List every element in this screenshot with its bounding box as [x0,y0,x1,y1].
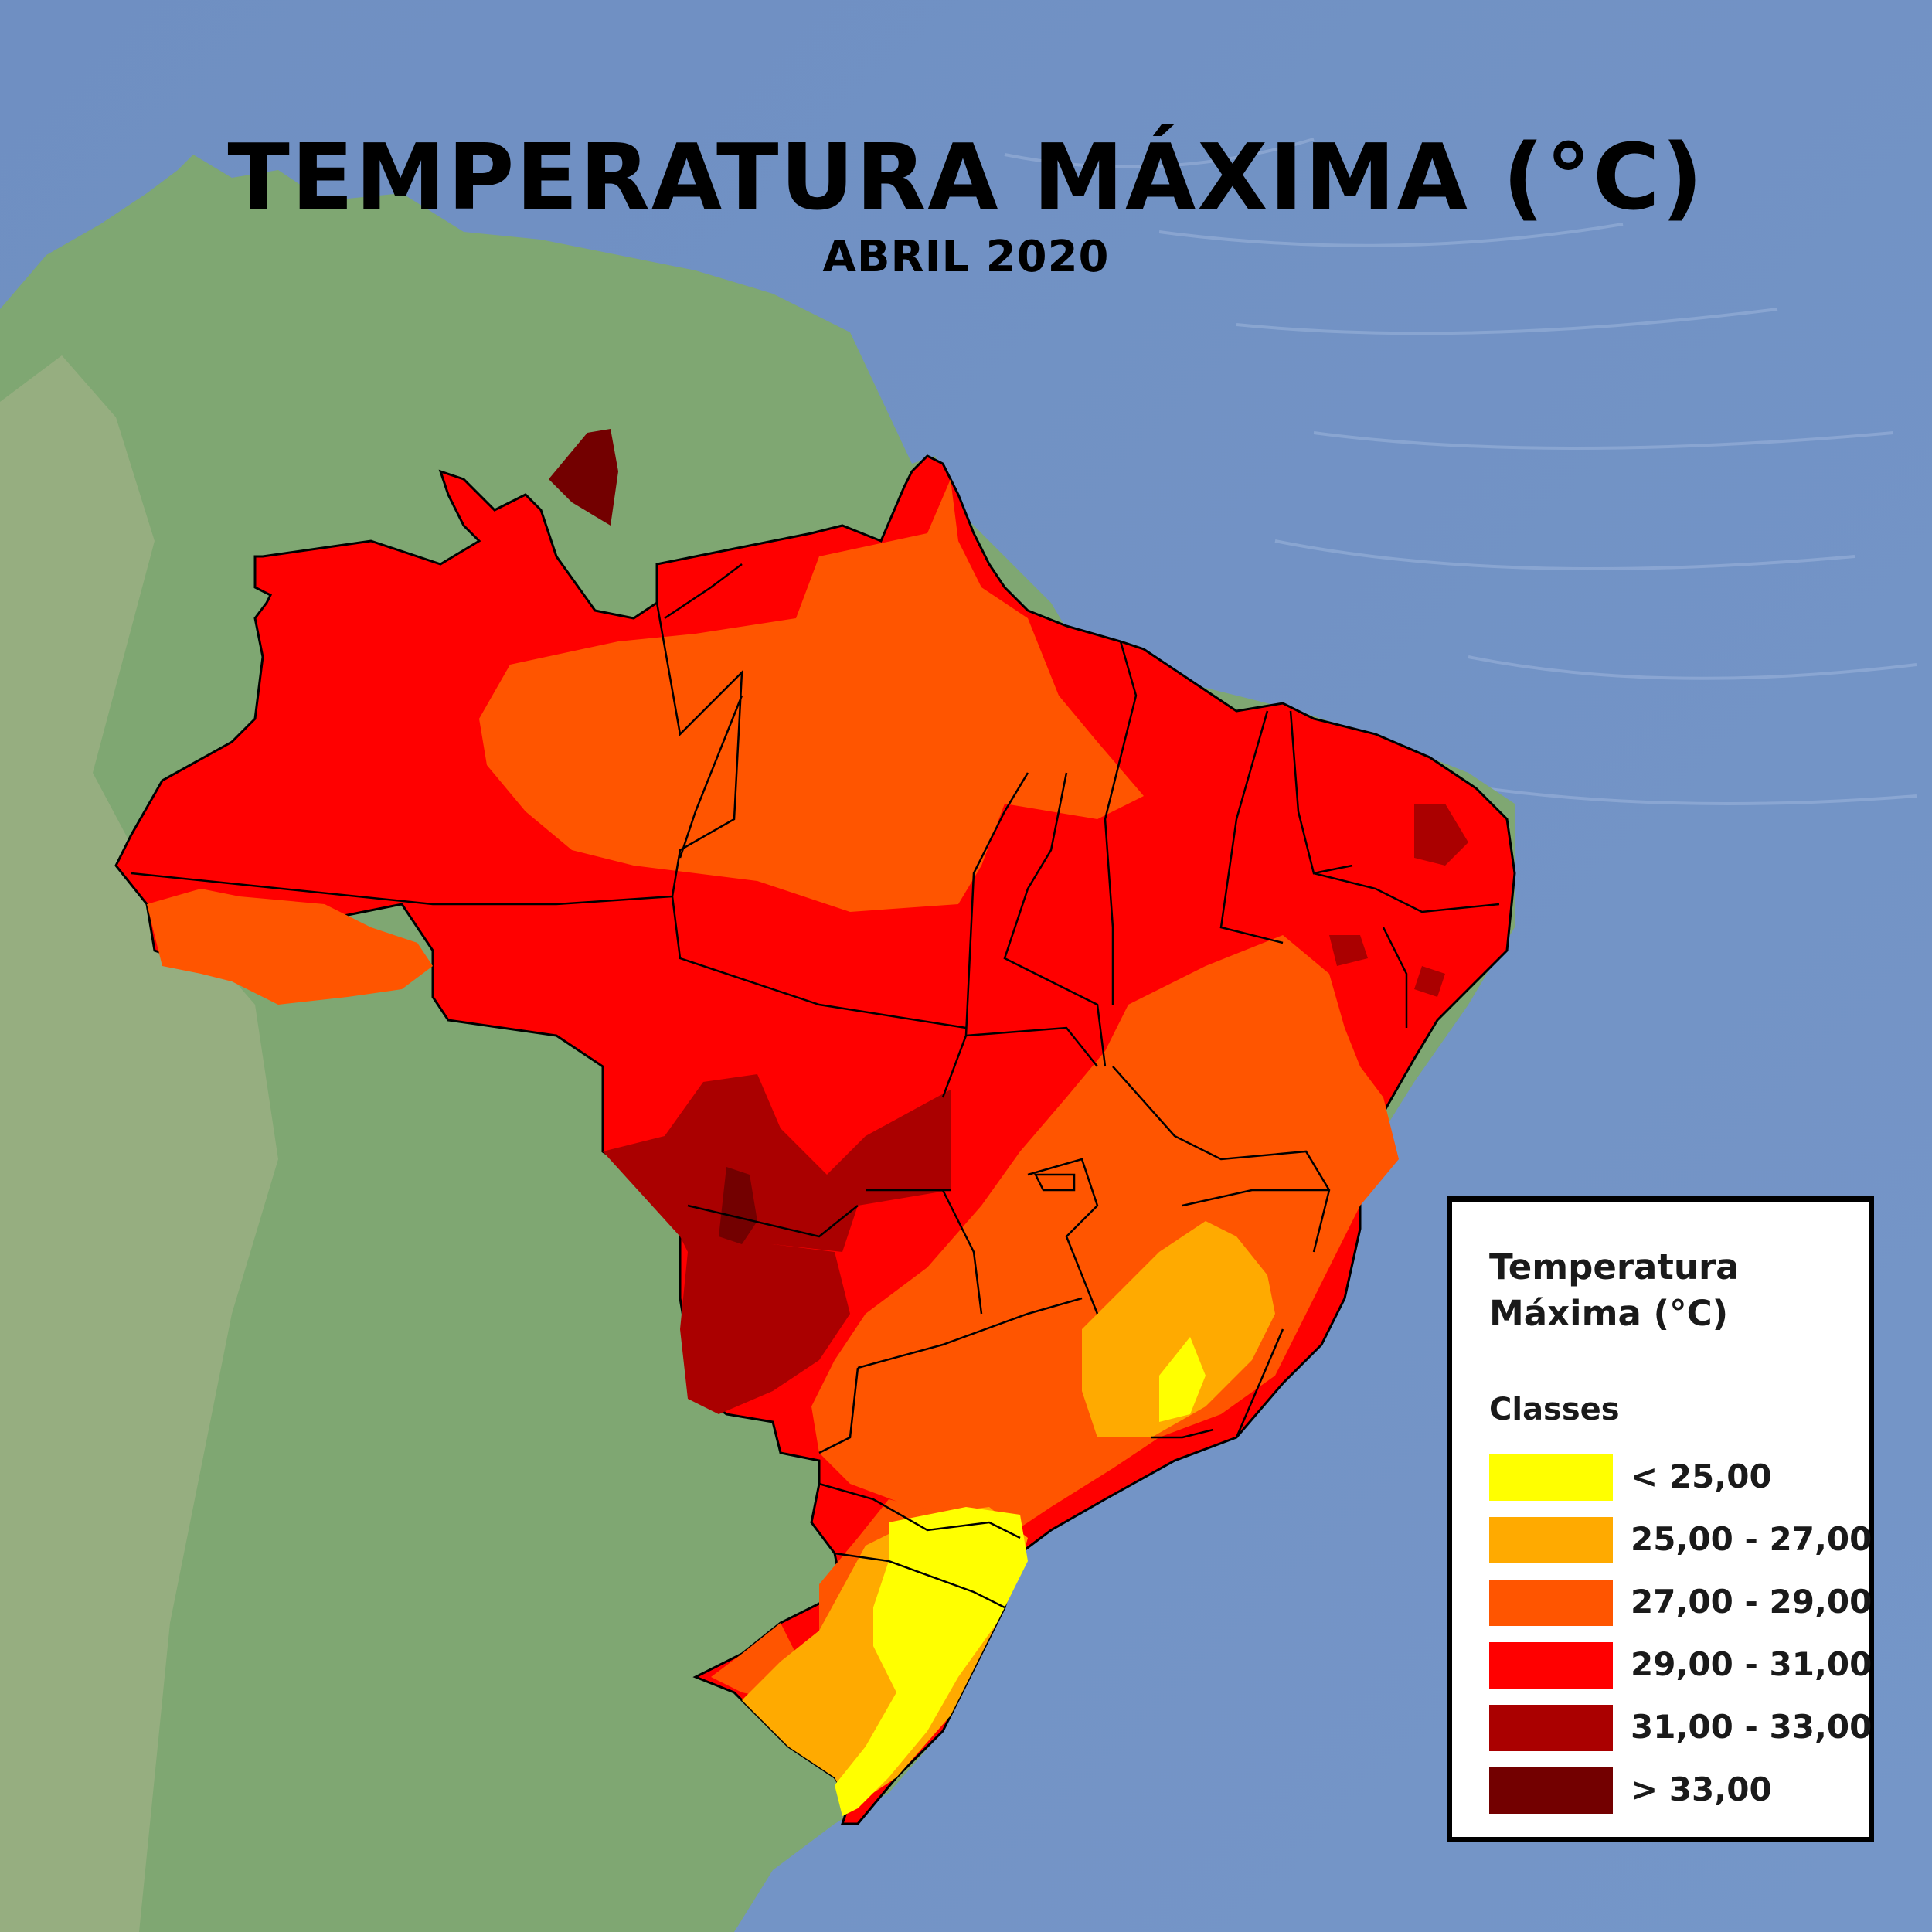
legend: Temperatura Máxima (°C) Classes < 25,00 … [1447,1196,1874,1842]
legend-label: < 25,00 [1631,1458,1772,1495]
class-above-33-areas [549,429,757,1244]
legend-title: Temperatura Máxima (°C) [1489,1244,1740,1337]
legend-swatch [1489,1705,1613,1751]
legend-title-line1: Temperatura [1489,1247,1740,1287]
legend-item: 27,00 - 29,00 [1489,1580,1872,1626]
andes-relief [0,355,278,1932]
legend-label: > 33,00 [1631,1770,1772,1808]
legend-item: 31,00 - 33,00 [1489,1705,1872,1751]
legend-swatch [1489,1454,1613,1501]
legend-title-line2: Máxima (°C) [1489,1293,1729,1334]
class-31-33-areas [603,804,1468,1414]
page-subtitle: ABRIL 2020 [822,232,1110,282]
legend-item: 25,00 - 27,00 [1489,1517,1872,1563]
legend-item: > 33,00 [1489,1767,1852,1814]
page-title: TEMPERATURA MÁXIMA (°C) [227,124,1705,230]
legend-label: 27,00 - 29,00 [1631,1583,1872,1621]
legend-swatch [1489,1767,1613,1814]
legend-label: 25,00 - 27,00 [1631,1520,1872,1558]
state-boundaries [131,563,1500,1609]
legend-swatch [1489,1517,1613,1563]
legend-item: < 25,00 [1489,1454,1852,1501]
legend-subtitle: Classes [1489,1392,1620,1427]
class-below-25-areas [835,1337,1206,1816]
class-27-29-areas [147,479,1399,1700]
legend-label: 29,00 - 31,00 [1631,1645,1872,1683]
legend-item: 29,00 - 31,00 [1489,1642,1872,1689]
legend-swatch [1489,1642,1613,1689]
legend-label: 31,00 - 33,00 [1631,1708,1872,1746]
ocean-relief [1004,138,1917,805]
legend-swatch [1489,1580,1613,1626]
